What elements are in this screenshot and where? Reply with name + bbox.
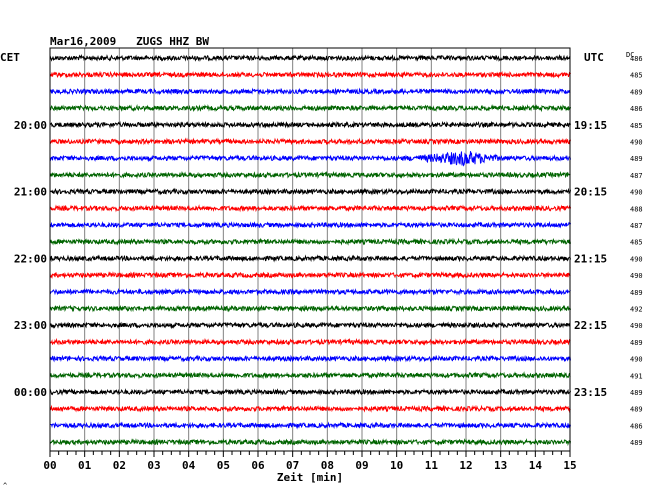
utc-hour-label: 21:15 <box>574 252 607 265</box>
dc-value-label: 487 <box>630 172 643 180</box>
dc-value-label: 490 <box>630 356 643 364</box>
seismic-trace <box>49 170 571 180</box>
dc-value-label: 485 <box>630 72 643 80</box>
dc-value-label: 492 <box>630 306 643 314</box>
dc-value-label: 489 <box>630 406 643 414</box>
x-tick-label: 11 <box>425 459 439 472</box>
utc-hour-label: 23:15 <box>574 386 607 399</box>
dc-value-label: 486 <box>630 422 643 430</box>
dc-value-label: 490 <box>630 189 643 197</box>
seismic-trace <box>49 104 571 113</box>
seismic-trace <box>49 304 571 313</box>
x-axis-label: Zeit [min] <box>277 471 343 484</box>
seismic-trace <box>49 337 571 347</box>
x-tick-label: 10 <box>390 459 403 472</box>
cet-hour-label: 23:00 <box>14 319 47 332</box>
seismic-trace <box>49 421 571 430</box>
dc-column-label: DC <box>626 51 634 59</box>
x-tick-label: 05 <box>217 459 230 472</box>
x-tick-label: 08 <box>321 459 334 472</box>
x-tick-label: 01 <box>78 459 92 472</box>
x-tick-label: 02 <box>113 459 126 472</box>
dc-value-label: 489 <box>630 155 643 163</box>
dc-value-label: 488 <box>630 205 643 213</box>
dc-value-label: 490 <box>630 139 643 147</box>
x-tick-label: 09 <box>355 459 368 472</box>
x-tick-label: 14 <box>529 459 543 472</box>
chart-title: Mar16,2009 ZUGS HHZ BW <box>50 35 209 48</box>
right-timezone-label: UTC <box>584 51 604 64</box>
dc-value-label: 490 <box>630 322 643 330</box>
x-tick-label: 04 <box>182 459 196 472</box>
x-tick-label: 00 <box>43 459 56 472</box>
x-tick-label: 15 <box>563 459 576 472</box>
seismic-trace <box>49 151 571 167</box>
cet-hour-label: 20:00 <box>14 119 47 132</box>
cet-hour-label: 21:00 <box>14 186 47 199</box>
dc-value-label: 485 <box>630 239 643 247</box>
dc-value-label: 489 <box>630 439 643 447</box>
seismic-trace <box>49 254 571 263</box>
seismic-trace <box>49 388 571 396</box>
dc-value-label: 489 <box>630 289 643 297</box>
x-tick-label: 07 <box>286 459 299 472</box>
seismic-trace <box>49 53 571 62</box>
seismic-trace <box>49 204 571 213</box>
cet-hour-label: 22:00 <box>14 252 47 265</box>
seismic-trace <box>49 120 571 129</box>
dc-value-label: 489 <box>630 88 643 96</box>
utc-hour-label: 22:15 <box>574 319 607 332</box>
dc-value-label: 486 <box>630 105 643 113</box>
seismic-trace <box>49 404 571 413</box>
seismic-trace <box>49 70 571 79</box>
dc-value-label: 490 <box>630 255 643 263</box>
seismic-trace <box>49 237 571 246</box>
x-tick-label: 03 <box>147 459 160 472</box>
seismic-trace <box>49 220 571 229</box>
dc-value-label: 487 <box>630 222 643 230</box>
seismic-trace <box>50 137 571 146</box>
seismic-trace <box>49 438 571 447</box>
trace-group <box>49 53 571 447</box>
label-group: 486 485 489 486 485 490 489 487 490 488 487 485 490 4… <box>14 55 643 447</box>
x-tick-label: 06 <box>251 459 265 472</box>
dc-value-label: 491 <box>630 372 643 380</box>
seismic-trace <box>49 187 571 196</box>
seismic-trace <box>49 371 571 380</box>
left-timezone-label: CET <box>0 51 20 64</box>
seismic-trace <box>49 287 571 296</box>
seismic-trace <box>49 321 571 330</box>
x-tick-label: 13 <box>494 459 507 472</box>
seismic-trace <box>49 354 571 363</box>
utc-hour-label: 20:15 <box>574 186 607 199</box>
dc-value-label: 485 <box>630 122 643 130</box>
dc-value-label: 490 <box>630 272 643 280</box>
dc-value-label: 489 <box>630 339 643 347</box>
cet-hour-label: 00:00 <box>14 386 47 399</box>
corner-mark: ^ <box>3 482 7 490</box>
utc-hour-label: 19:15 <box>574 119 607 132</box>
minute-grid <box>84 48 536 451</box>
time-axis: 00 01 02 03 04 05 06 07 08 09 10 11 12 13 14 15 <box>43 451 577 472</box>
dc-value-label: 486 <box>630 55 643 63</box>
seismic-trace <box>49 87 571 96</box>
seismic-trace <box>49 271 571 280</box>
x-tick-label: 12 <box>459 459 472 472</box>
dc-value-label: 489 <box>630 389 643 397</box>
